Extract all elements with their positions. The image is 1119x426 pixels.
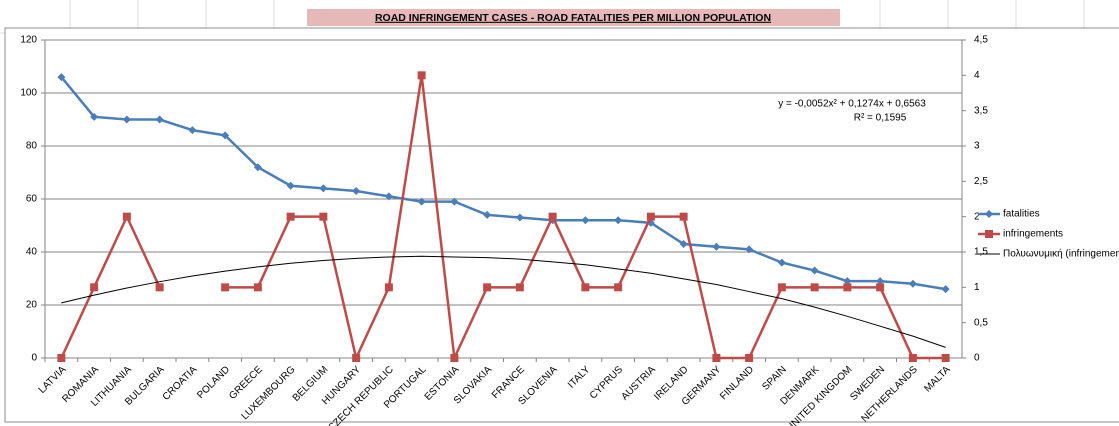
legend-marker xyxy=(985,230,993,238)
marker xyxy=(352,354,361,362)
marker xyxy=(515,213,524,222)
marker xyxy=(876,283,885,292)
marker xyxy=(155,283,164,292)
marker xyxy=(483,210,492,219)
marker xyxy=(319,212,328,221)
marker xyxy=(745,245,754,254)
y2-tick-label: 0,5 xyxy=(974,317,988,328)
y2-tick-label: 2 xyxy=(974,211,980,222)
marker xyxy=(810,283,819,292)
marker xyxy=(188,126,197,135)
marker xyxy=(122,212,131,221)
y-tick-label: 40 xyxy=(26,247,38,258)
y-tick-label: 120 xyxy=(20,35,37,46)
marker xyxy=(253,163,262,172)
marker xyxy=(155,115,164,124)
series-line xyxy=(60,76,946,291)
marker xyxy=(384,192,393,201)
legend-label: infringements xyxy=(1003,229,1063,240)
y-tick-label: 80 xyxy=(26,141,38,152)
chart-title: ROAD INFRINGEMENT CASES - ROAD FATALITIE… xyxy=(375,12,771,24)
marker xyxy=(712,242,721,251)
marker xyxy=(876,277,885,286)
chart-area xyxy=(4,27,1119,423)
title-box xyxy=(307,9,840,26)
legend-label: Πολυωνυμική (infringements) xyxy=(1003,248,1119,260)
marker xyxy=(745,354,754,362)
marker xyxy=(221,283,230,292)
marker xyxy=(122,115,131,124)
marker xyxy=(352,187,361,196)
marker xyxy=(450,354,459,362)
marker xyxy=(908,279,917,288)
marker xyxy=(614,283,623,292)
marker xyxy=(908,354,917,362)
marker xyxy=(614,216,623,225)
marker xyxy=(941,354,950,362)
marker xyxy=(581,216,590,225)
marker xyxy=(810,266,819,275)
y-tick-label: 20 xyxy=(26,300,38,311)
marker xyxy=(253,283,262,292)
marker xyxy=(777,258,786,267)
y2-tick-label: 0 xyxy=(974,353,980,364)
marker xyxy=(90,283,99,292)
marker xyxy=(646,212,655,221)
marker xyxy=(679,240,688,249)
series-line xyxy=(60,213,161,359)
annotation: y = -0,0052x² + 0,1274x + 0,6563 xyxy=(778,99,926,110)
marker xyxy=(417,197,426,206)
y2-tick-label: 2,5 xyxy=(974,176,988,187)
y2-tick-label: 3,5 xyxy=(974,105,988,116)
marker xyxy=(384,283,393,292)
y2-tick-label: 4,5 xyxy=(974,35,988,46)
marker xyxy=(221,131,230,140)
marker xyxy=(712,354,721,362)
marker xyxy=(450,197,459,206)
legend-label: fatalities xyxy=(1003,209,1040,220)
marker xyxy=(417,71,426,80)
marker xyxy=(57,73,66,82)
legend-marker xyxy=(985,210,993,218)
marker xyxy=(843,277,852,286)
marker xyxy=(941,285,950,294)
marker xyxy=(286,212,295,221)
marker xyxy=(515,283,524,292)
marker xyxy=(483,283,492,292)
y-tick-label: 100 xyxy=(20,88,37,99)
marker xyxy=(548,212,557,221)
marker xyxy=(286,181,295,190)
marker xyxy=(581,283,590,292)
marker xyxy=(679,212,688,221)
marker xyxy=(319,184,328,193)
marker xyxy=(843,283,852,292)
y2-tick-label: 4 xyxy=(974,70,980,81)
y-tick-label: 0 xyxy=(31,353,37,364)
marker xyxy=(57,354,66,362)
y-tick-label: 60 xyxy=(26,194,38,205)
y2-tick-label: 1,5 xyxy=(974,247,988,258)
annotation: R² = 0,1595 xyxy=(854,113,907,124)
y2-tick-label: 3 xyxy=(974,141,980,152)
series-line xyxy=(61,255,946,348)
marker xyxy=(777,283,786,292)
marker xyxy=(90,112,99,121)
y2-tick-label: 1 xyxy=(974,282,980,293)
